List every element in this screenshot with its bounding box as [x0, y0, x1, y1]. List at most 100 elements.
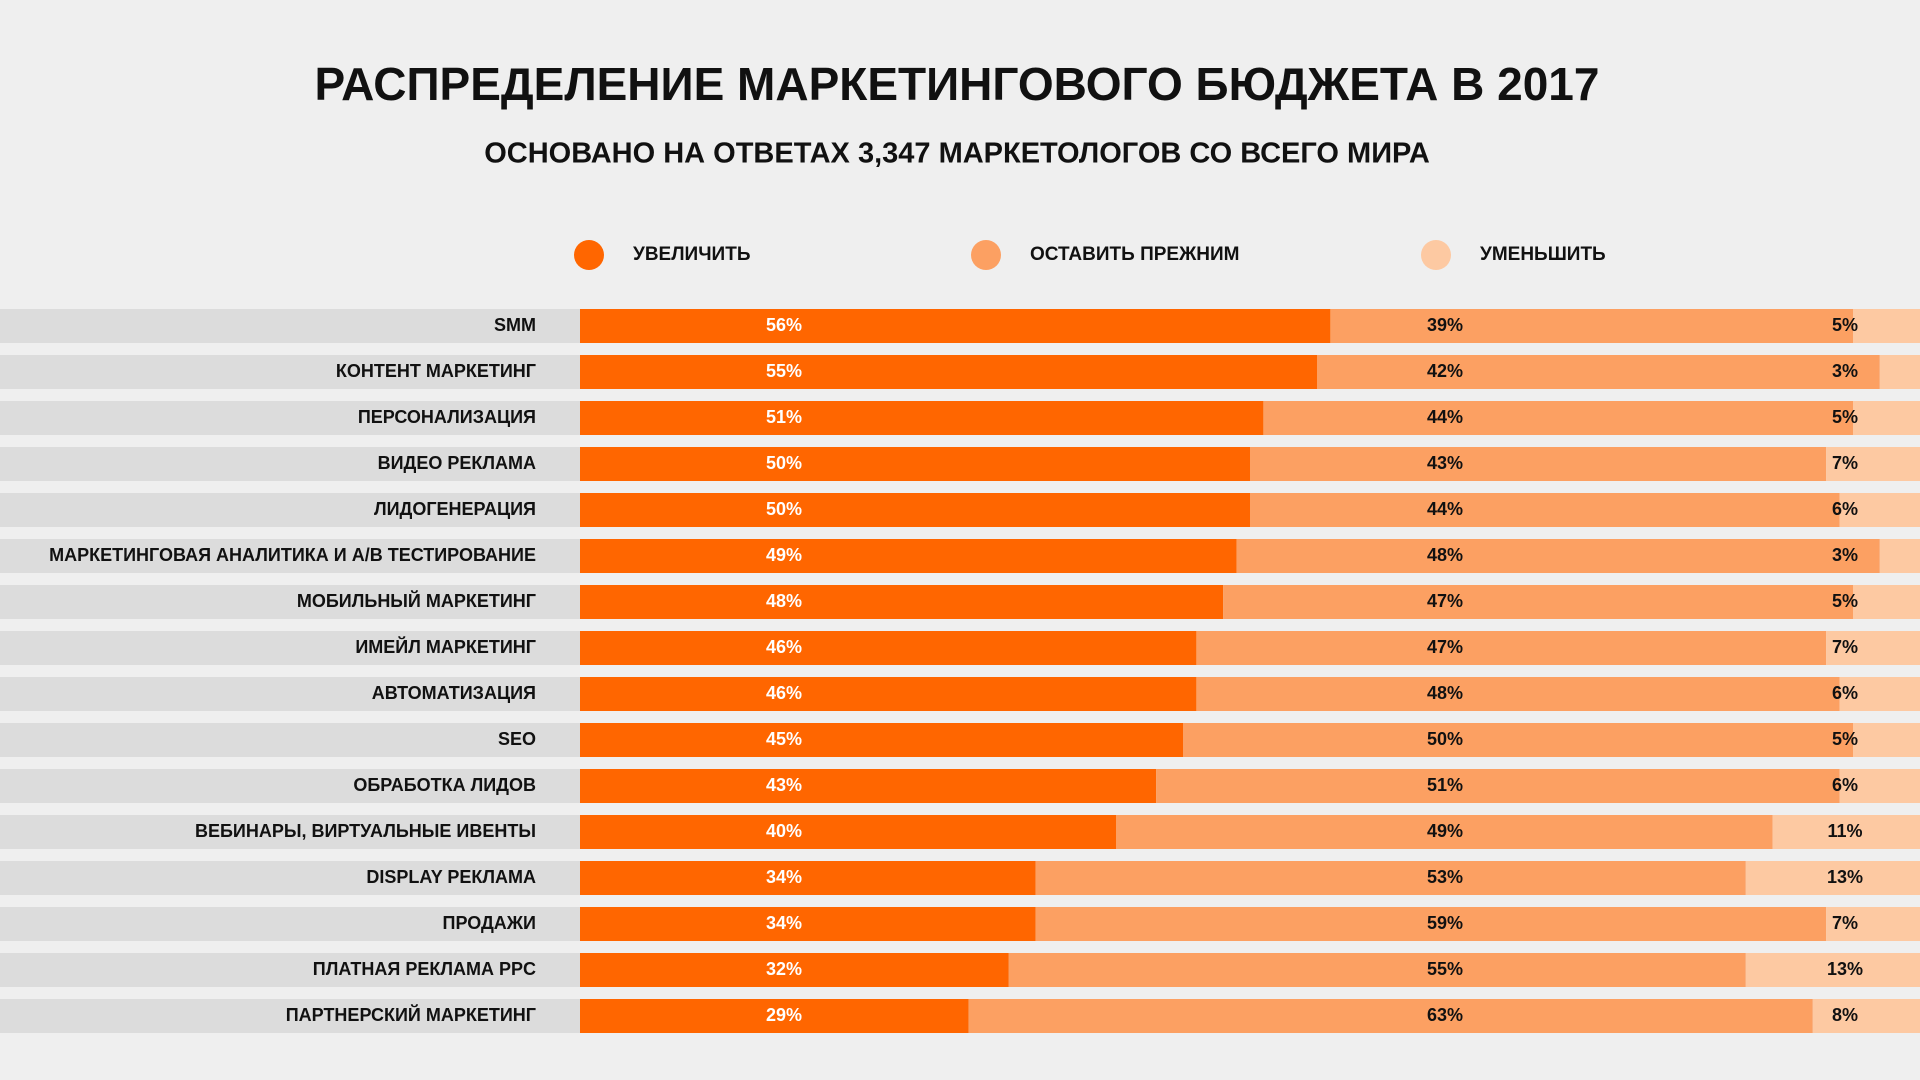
value-label: 63% [1427, 1005, 1463, 1025]
value-label: 39% [1427, 315, 1463, 335]
bar-segment [580, 907, 1036, 941]
bar-segment [1853, 585, 1920, 619]
bar-segment [580, 723, 1183, 757]
value-label: 7% [1832, 637, 1858, 657]
value-label: 46% [766, 637, 802, 657]
category-label: ПАРТНЕРСКИЙ МАРКЕТИНГ [286, 1004, 536, 1025]
category-band [0, 723, 580, 757]
value-label: 56% [766, 315, 802, 335]
category-label: SMM [494, 315, 536, 335]
category-band [0, 539, 580, 573]
bar-segment [1879, 539, 1920, 573]
category-label: ПРОДАЖИ [443, 913, 537, 933]
value-label: 5% [1832, 591, 1858, 611]
category-label: DISPLAY РЕКЛАМА [366, 867, 536, 887]
category-label: МАРКЕТИНГОВАЯ АНАЛИТИКА И A/B ТЕСТИРОВАН… [49, 545, 536, 565]
legend-swatch [574, 240, 604, 270]
chart-subtitle: ОСНОВАНО НА ОТВЕТАХ 3,347 МАРКЕТОЛОГОВ С… [484, 138, 1430, 170]
bar-segment [1263, 401, 1853, 435]
bar-segment [1853, 723, 1920, 757]
bar-segment [1879, 355, 1920, 389]
category-band [0, 999, 580, 1033]
bar-segment [1223, 585, 1853, 619]
value-label: 5% [1832, 315, 1858, 335]
value-label: 44% [1427, 407, 1463, 427]
bar-segment [580, 631, 1197, 665]
value-label: 50% [766, 499, 802, 519]
bar-segment [1035, 907, 1827, 941]
value-label: 40% [766, 821, 802, 841]
bar-segment [1196, 677, 1840, 711]
category-label: ПЕРСОНАЛИЗАЦИЯ [358, 407, 536, 427]
bar-segment [1839, 677, 1920, 711]
category-band [0, 447, 580, 481]
value-label: 32% [766, 959, 802, 979]
category-band [0, 309, 580, 343]
category-label: ВИДЕО РЕКЛАМА [378, 453, 536, 473]
category-band [0, 677, 580, 711]
value-label: 51% [766, 407, 802, 427]
value-label: 55% [1427, 959, 1463, 979]
category-band [0, 815, 580, 849]
bar-segment [1839, 769, 1920, 803]
bar-segment [1250, 447, 1827, 481]
category-band [0, 769, 580, 803]
bar-segment [580, 447, 1250, 481]
legend-label: УВЕЛИЧИТЬ [633, 244, 750, 265]
bar-segment [1183, 723, 1853, 757]
bar-segment [1330, 309, 1853, 343]
value-label: 55% [766, 361, 802, 381]
value-label: 50% [1427, 729, 1463, 749]
value-label: 49% [1427, 821, 1463, 841]
category-label: МОБИЛЬНЫЙ МАРКЕТИНГ [297, 590, 536, 611]
category-label: ВЕБИНАРЫ, ВИРТУАЛЬНЫЕ ИВЕНТЫ [195, 821, 536, 841]
category-label: ЛИДОГЕНЕРАЦИЯ [374, 499, 536, 519]
bar-segment [1196, 631, 1827, 665]
value-label: 34% [766, 867, 802, 887]
category-label: ИМЕЙЛ МАРКЕТИНГ [355, 636, 536, 657]
value-label: 46% [766, 683, 802, 703]
value-label: 48% [766, 591, 802, 611]
value-label: 11% [1827, 821, 1862, 841]
bar-segment [1236, 539, 1880, 573]
value-label: 50% [766, 453, 802, 473]
bar-segment [1008, 953, 1746, 987]
category-label: АВТОМАТИЗАЦИЯ [372, 683, 536, 703]
bar-segment [1156, 769, 1840, 803]
bar-segment [580, 861, 1036, 895]
value-label: 6% [1832, 683, 1858, 703]
bar-segment [1250, 493, 1840, 527]
value-label: 29% [766, 1005, 802, 1025]
bar-segment [1826, 907, 1920, 941]
bar-segment [1116, 815, 1773, 849]
chart-title: РАСПРЕДЕЛЕНИЕ МАРКЕТИНГОВОГО БЮДЖЕТА В 2… [315, 58, 1600, 110]
bar-segment [1745, 953, 1920, 987]
bar-segment [580, 815, 1116, 849]
value-label: 13% [1827, 959, 1863, 979]
bar-segment [580, 539, 1237, 573]
category-label: ОБРАБОТКА ЛИДОВ [353, 775, 536, 795]
legend-label: ОСТАВИТЬ ПРЕЖНИМ [1030, 244, 1239, 265]
category-band [0, 493, 580, 527]
bar-segment [580, 677, 1197, 711]
category-band [0, 861, 580, 895]
legend-swatch [971, 240, 1001, 270]
value-label: 42% [1427, 361, 1463, 381]
bar-segment [1839, 493, 1920, 527]
legend-label: УМЕНЬШИТЬ [1480, 244, 1606, 265]
value-label: 49% [766, 545, 802, 565]
bar-segment [1035, 861, 1746, 895]
value-label: 13% [1827, 867, 1863, 887]
value-label: 45% [766, 729, 802, 749]
bar-segment [580, 585, 1224, 619]
value-label: 7% [1832, 453, 1858, 473]
bar-segment [1853, 401, 1920, 435]
category-band [0, 355, 580, 389]
bar-segment [580, 493, 1250, 527]
value-label: 34% [766, 913, 802, 933]
bar-segment [1853, 309, 1920, 343]
value-label: 59% [1427, 913, 1463, 933]
category-band [0, 631, 580, 665]
value-label: 8% [1832, 1005, 1858, 1025]
